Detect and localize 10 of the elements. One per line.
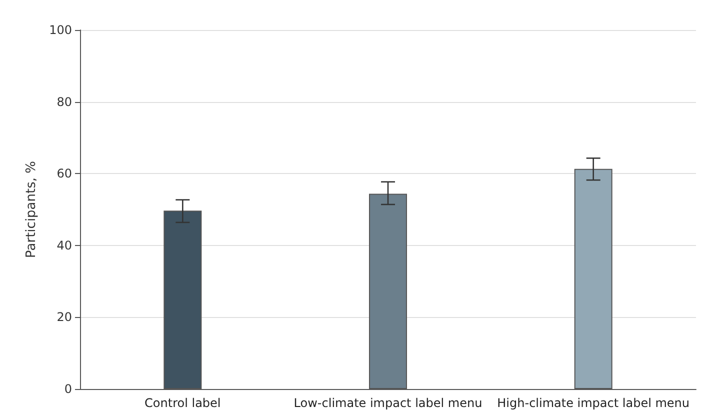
x-tick-label: Control label	[144, 396, 221, 410]
y-tick-label: 0	[64, 382, 72, 396]
x-tick-label: Low-climate impact label menu	[294, 396, 482, 410]
y-tick-label: 60	[56, 166, 72, 181]
y-tick-label: 40	[56, 238, 72, 252]
y-axis-title: Participants, %	[24, 161, 40, 258]
y-tick-label: 20	[56, 310, 72, 324]
y-tick-label: 80	[56, 94, 72, 109]
y-tick-label: 100	[49, 23, 72, 37]
x-tick-label: High-climate impact label menu	[497, 396, 690, 410]
